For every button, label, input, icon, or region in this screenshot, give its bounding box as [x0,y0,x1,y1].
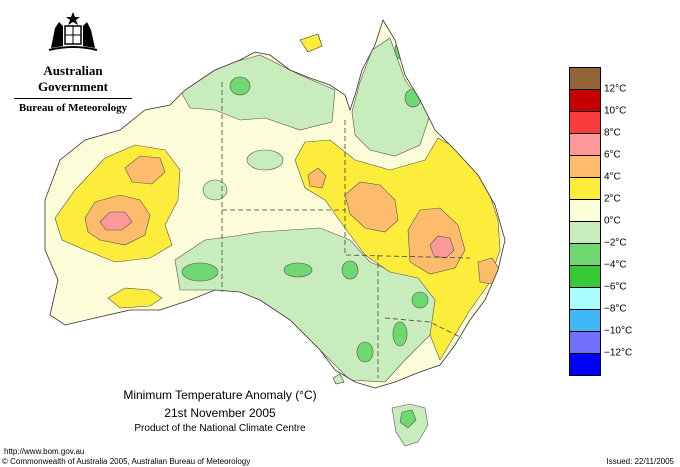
legend-label: 10°C [604,105,627,117]
legend-swatch [569,199,601,221]
government-name: Australian Government [37,63,109,94]
legend-label: −2°C [604,237,627,249]
legend-swatch [569,309,601,331]
zone-orange-east [344,181,399,233]
footer-url: http://www.bom.gov.au [4,447,85,456]
zone-green-dark-8 [356,341,374,363]
legend-swatch [569,221,601,243]
coastline [44,19,506,389]
zone-pink-east [429,235,455,259]
zone-green-dark-7 [392,321,408,347]
zone-green-dark-5 [283,262,313,278]
zone-pink-west [99,211,133,231]
zone-green-blob-2 [202,179,228,201]
zone-orange-north [307,167,327,189]
legend-swatch [569,287,601,309]
legend-label: 4°C [604,171,621,183]
legend-label: −6°C [604,281,627,293]
zone-green-dark-6 [341,260,359,280]
legend-swatch [569,177,601,199]
zone-yellow-south-west [107,287,163,309]
coat-of-arms-icon [48,12,98,51]
map-title-block: Minimum Temperature Anomaly (°C) 21st No… [100,388,340,434]
footer-issued: Issued: 22/11/2005 [606,457,674,466]
legend-label: −10°C [604,325,633,337]
zone-green-blob-1 [246,149,284,171]
tasmania-dark [399,409,417,429]
legend-label: 2°C [604,193,621,205]
zone-orange-west-2 [124,155,166,185]
legend-swatch [569,155,601,177]
legend-swatch [569,265,601,287]
logo-divider [14,98,132,99]
border-qld [344,120,471,259]
map-date: 21st November 2005 [164,406,276,420]
legend-label: 6°C [604,149,621,161]
zone-green-dark-9 [411,291,429,309]
zone-yellow-east [294,137,501,361]
zone-green-top-end [179,54,336,131]
legend-label: −12°C [604,347,633,359]
legend-label: 0°C [604,215,621,227]
legend-swatch [569,111,601,133]
zone-green-dark-4 [181,262,219,282]
legend-swatch [569,67,601,89]
map-title: Minimum Temperature Anomaly (°C) [123,388,317,402]
legend-swatch [569,89,601,111]
legend-label: −8°C [604,303,627,315]
map-product: Product of the National Climate Centre [134,423,306,434]
government-logo: Australian Government Bureau of Meteorol… [8,8,138,114]
footer-copyright: © Commonwealth of Australia 2005, Austra… [2,457,251,466]
island-north [299,33,323,53]
legend-swatch [569,243,601,265]
legend-swatch [569,331,601,353]
legend-swatch [569,133,601,155]
legend-label: 12°C [604,83,627,95]
island-kangaroo [332,373,345,385]
zone-green-dark-1 [229,76,251,96]
legend-label: 8°C [604,127,621,139]
legend [569,67,601,376]
legend-swatch [569,353,601,376]
legend-label: −4°C [604,259,627,271]
bureau-name: Bureau of Meteorology [18,102,128,114]
